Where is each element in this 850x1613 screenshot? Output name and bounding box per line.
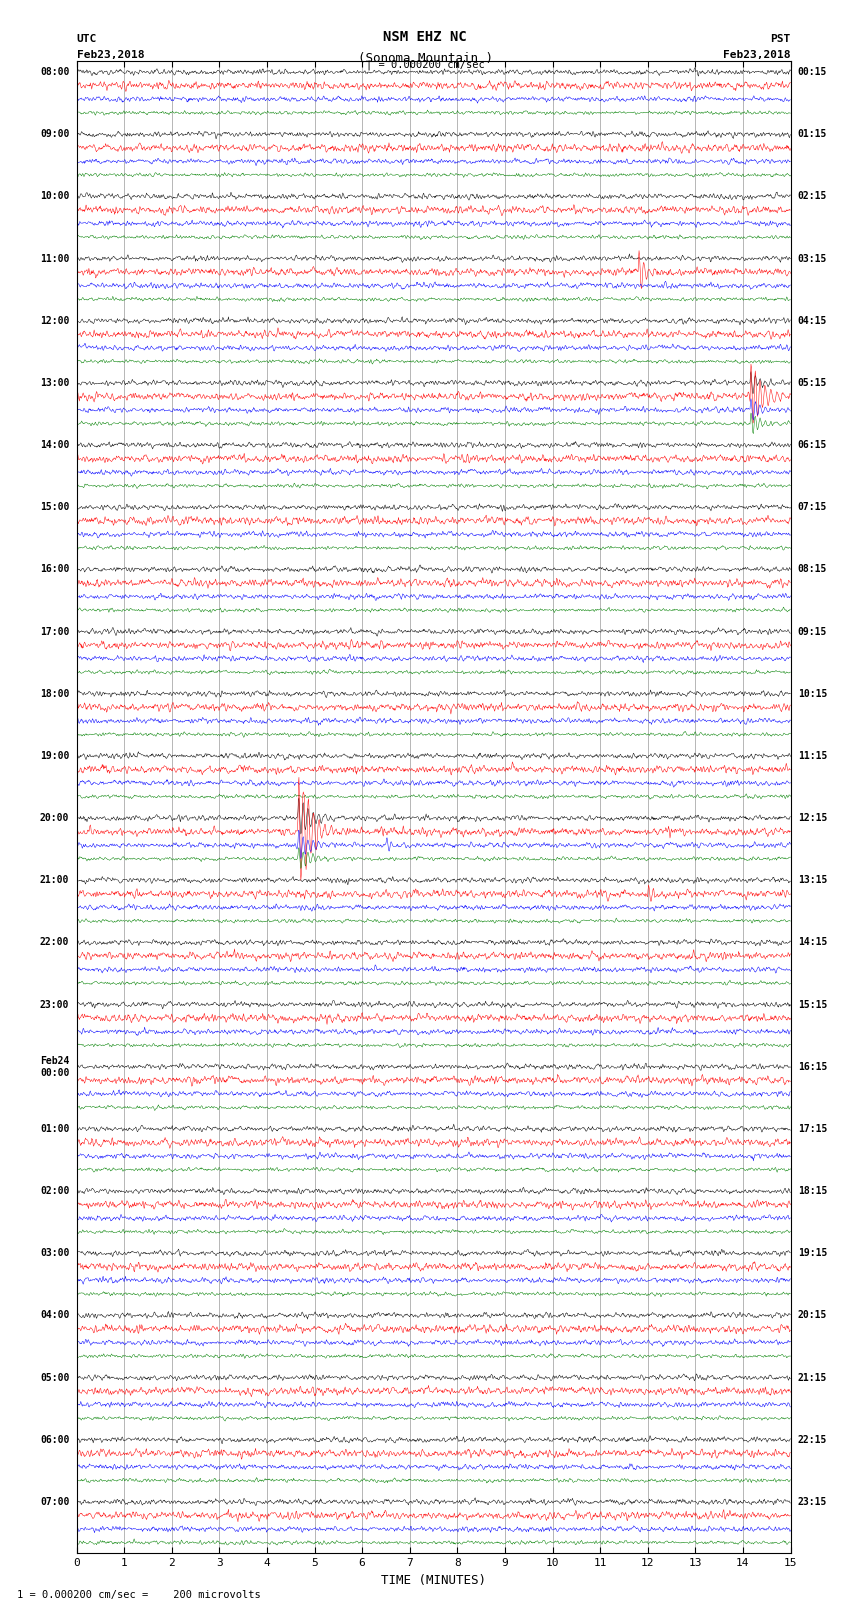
Text: 19:00: 19:00 [40, 752, 70, 761]
Text: (Sonoma Mountain ): (Sonoma Mountain ) [358, 52, 492, 65]
Text: 01:00: 01:00 [40, 1124, 70, 1134]
Text: 23:15: 23:15 [797, 1497, 827, 1507]
Text: 05:15: 05:15 [797, 377, 827, 387]
Text: 20:00: 20:00 [40, 813, 70, 823]
Text: 16:15: 16:15 [797, 1061, 827, 1071]
X-axis label: TIME (MINUTES): TIME (MINUTES) [381, 1574, 486, 1587]
Text: 22:15: 22:15 [797, 1434, 827, 1445]
Text: Feb23,2018: Feb23,2018 [76, 50, 144, 60]
Text: 02:15: 02:15 [797, 192, 827, 202]
Text: | = 0.000200 cm/sec: | = 0.000200 cm/sec [366, 60, 484, 71]
Text: 12:15: 12:15 [797, 813, 827, 823]
Text: NSM EHZ NC: NSM EHZ NC [383, 31, 467, 44]
Text: 03:00: 03:00 [40, 1248, 70, 1258]
Text: 17:15: 17:15 [797, 1124, 827, 1134]
Text: 05:00: 05:00 [40, 1373, 70, 1382]
Text: 18:15: 18:15 [797, 1186, 827, 1197]
Text: 23:00: 23:00 [40, 1000, 70, 1010]
Text: 03:15: 03:15 [797, 253, 827, 263]
Text: 14:15: 14:15 [797, 937, 827, 947]
Text: 08:00: 08:00 [40, 68, 70, 77]
Text: 19:15: 19:15 [797, 1248, 827, 1258]
Text: 22:00: 22:00 [40, 937, 70, 947]
Text: 01:15: 01:15 [797, 129, 827, 139]
Text: 08:15: 08:15 [797, 565, 827, 574]
Text: Feb24
00:00: Feb24 00:00 [40, 1057, 70, 1077]
Text: 07:15: 07:15 [797, 502, 827, 513]
Text: 15:00: 15:00 [40, 502, 70, 513]
Text: PST: PST [770, 34, 790, 44]
Text: 04:00: 04:00 [40, 1310, 70, 1321]
Text: 15:15: 15:15 [797, 1000, 827, 1010]
Text: 07:00: 07:00 [40, 1497, 70, 1507]
Text: 02:00: 02:00 [40, 1186, 70, 1197]
Text: 11:15: 11:15 [797, 752, 827, 761]
Text: 14:00: 14:00 [40, 440, 70, 450]
Text: 21:00: 21:00 [40, 876, 70, 886]
Text: 06:00: 06:00 [40, 1434, 70, 1445]
Text: UTC: UTC [76, 34, 97, 44]
Text: 13:00: 13:00 [40, 377, 70, 387]
Text: 18:00: 18:00 [40, 689, 70, 698]
Text: 17:00: 17:00 [40, 626, 70, 637]
Text: 10:15: 10:15 [797, 689, 827, 698]
Text: 04:15: 04:15 [797, 316, 827, 326]
Text: 09:00: 09:00 [40, 129, 70, 139]
Text: Feb23,2018: Feb23,2018 [723, 50, 791, 60]
Text: 13:15: 13:15 [797, 876, 827, 886]
Text: 06:15: 06:15 [797, 440, 827, 450]
Text: 16:00: 16:00 [40, 565, 70, 574]
Text: 21:15: 21:15 [797, 1373, 827, 1382]
Text: 12:00: 12:00 [40, 316, 70, 326]
Text: 09:15: 09:15 [797, 626, 827, 637]
Text: 10:00: 10:00 [40, 192, 70, 202]
Text: 20:15: 20:15 [797, 1310, 827, 1321]
Text: 00:15: 00:15 [797, 68, 827, 77]
Text: 1 = 0.000200 cm/sec =    200 microvolts: 1 = 0.000200 cm/sec = 200 microvolts [17, 1590, 261, 1600]
Text: 11:00: 11:00 [40, 253, 70, 263]
